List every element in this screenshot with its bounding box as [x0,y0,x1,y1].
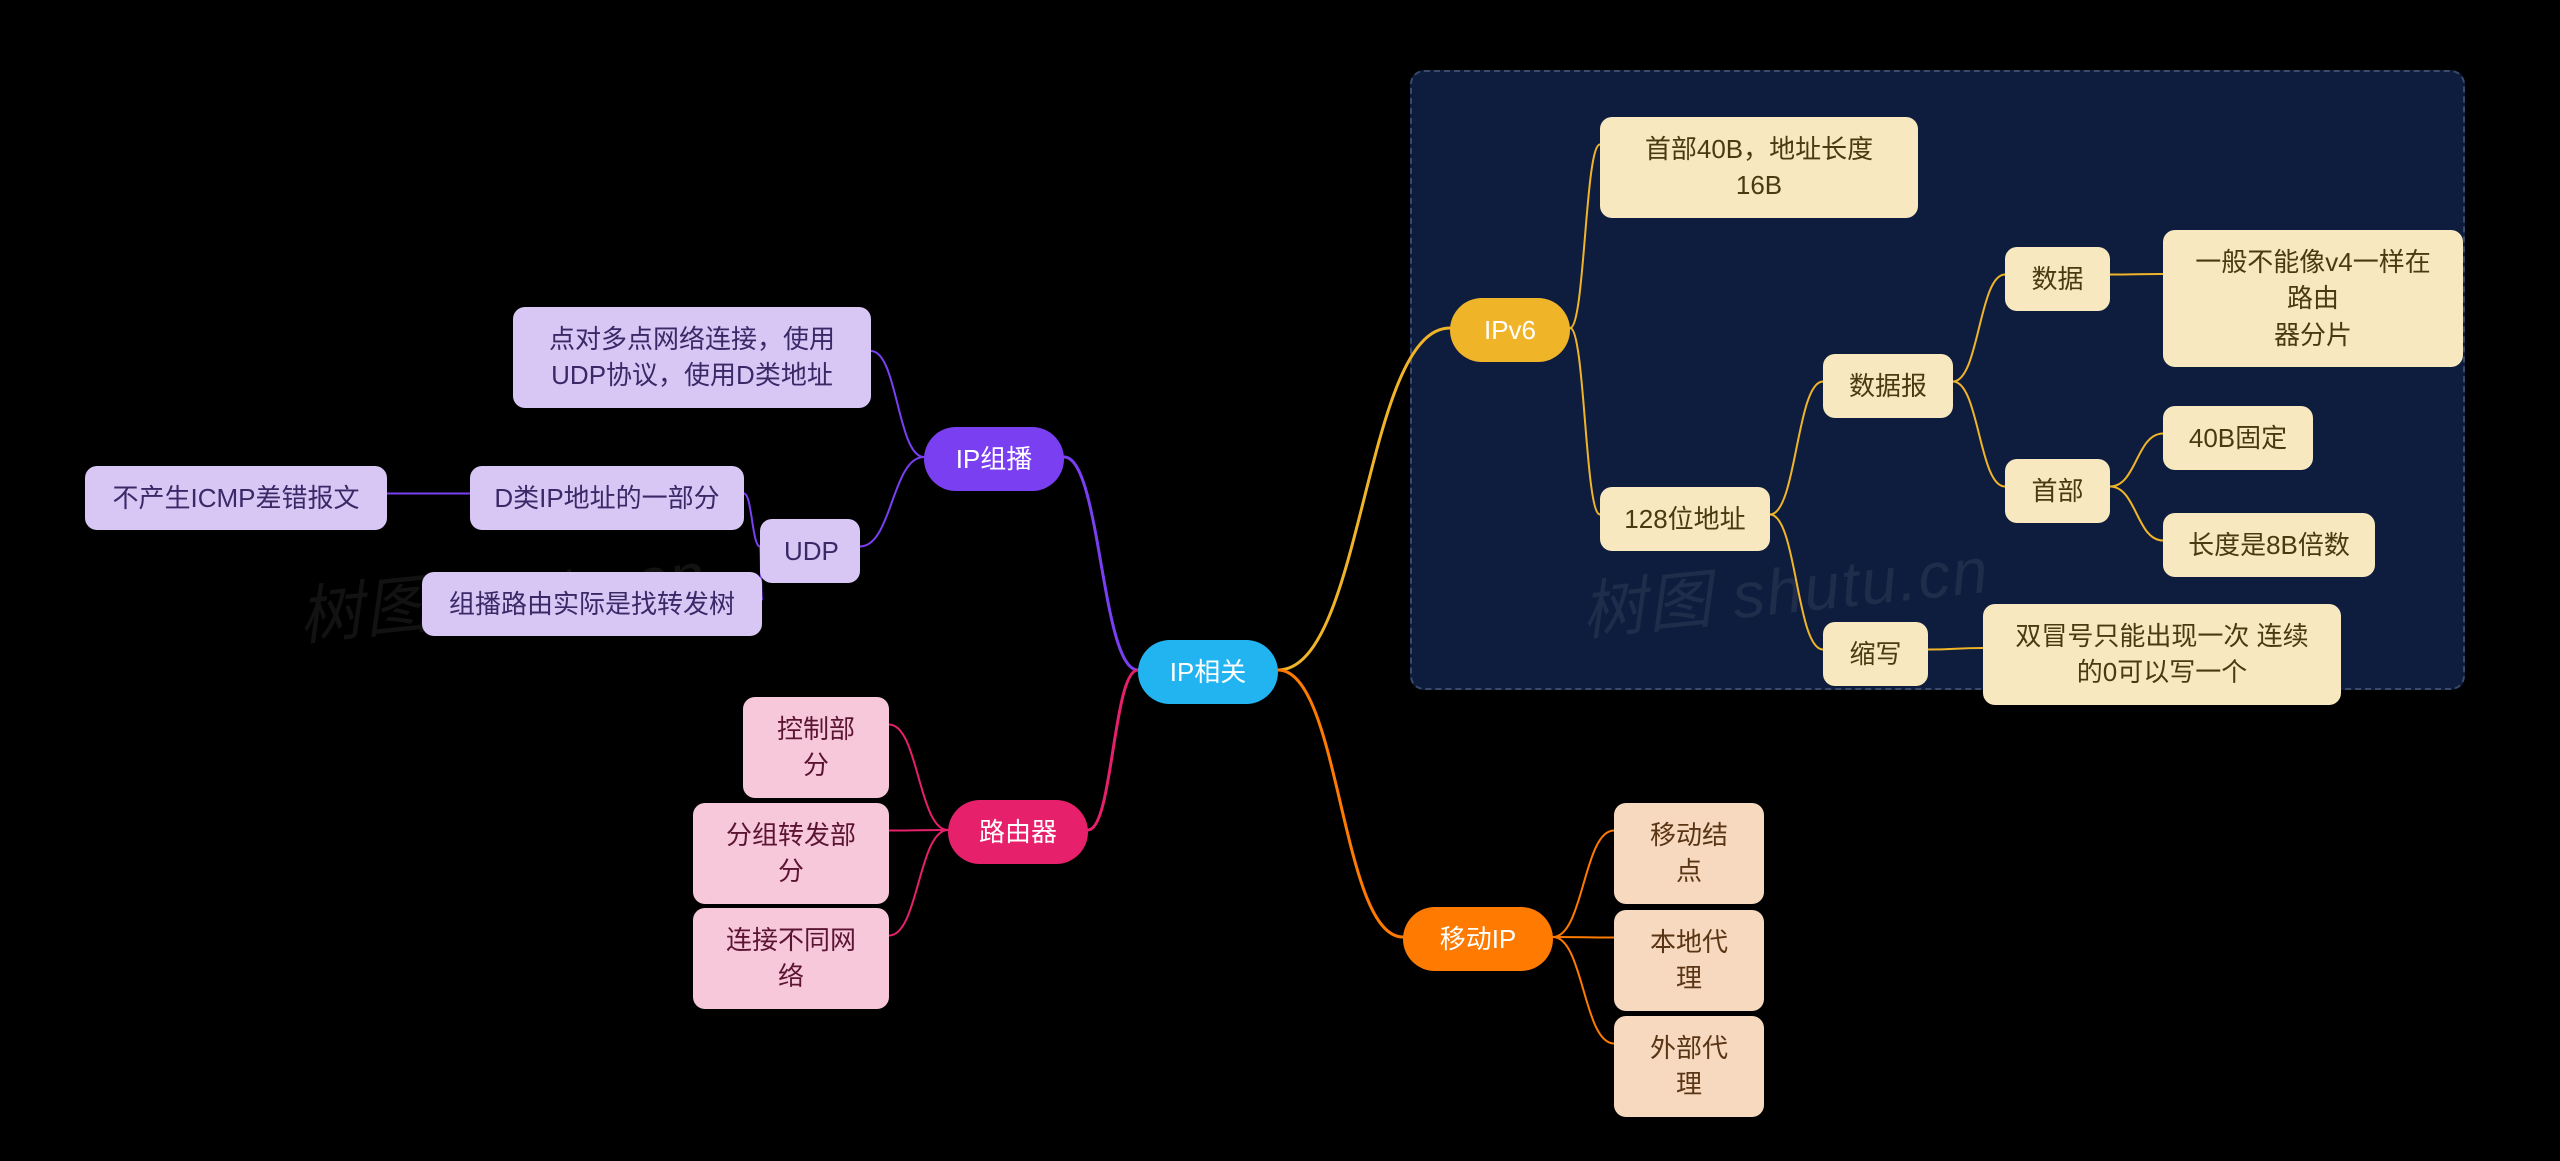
node-root[interactable]: IP相关 [1138,640,1278,704]
node-router[interactable]: 路由器 [948,800,1088,864]
node-mc_tree[interactable]: 组播路由实际是找转发树 [422,572,762,636]
edge-root-mobile [1278,670,1403,937]
node-v6_128[interactable]: 128位地址 [1600,487,1770,551]
node-abbrev[interactable]: 缩写 [1823,622,1928,686]
edge-root-router [1088,670,1138,830]
node-r_ctrl[interactable]: 控制部分 [743,697,889,798]
edge-router-r_connect [889,830,948,936]
edge-multicast-mc_p2mp [871,351,924,457]
edge-router-r_fwd [889,830,948,831]
node-mobile[interactable]: 移动IP [1403,907,1553,971]
node-udp[interactable]: UDP [760,519,860,583]
edge-root-multicast [1064,457,1138,670]
node-v6_header[interactable]: 首部40B，地址长度16B [1600,117,1918,218]
node-d_frag[interactable]: 一般不能像v4一样在路由 器分片 [2163,230,2463,367]
node-mc_p2mp[interactable]: 点对多点网络连接，使用 UDP协议，使用D类地址 [513,307,871,408]
edge-router-r_ctrl [889,725,948,831]
node-r_connect[interactable]: 连接不同网络 [693,908,889,1009]
node-ipv6[interactable]: IPv6 [1450,298,1570,362]
node-mob_node[interactable]: 移动结点 [1614,803,1764,904]
node-d_40b[interactable]: 40B固定 [2163,406,2313,470]
node-dgram[interactable]: 数据报 [1823,354,1953,418]
node-d_data[interactable]: 数据 [2005,247,2110,311]
node-noicmp[interactable]: 不产生ICMP差错报文 [85,466,387,530]
node-multicast[interactable]: IP组播 [924,427,1064,491]
edge-mobile-mob_ha [1553,937,1614,938]
node-mob_fa[interactable]: 外部代理 [1614,1016,1764,1117]
edge-multicast-udp [860,457,924,547]
edge-mobile-mob_node [1553,831,1614,938]
edge-mobile-mob_fa [1553,937,1614,1044]
node-dclass[interactable]: D类IP地址的一部分 [470,466,744,530]
node-d_8b[interactable]: 长度是8B倍数 [2163,513,2375,577]
node-abbrev_txt[interactable]: 双冒号只能出现一次 连续 的0可以写一个 [1983,604,2341,705]
node-r_fwd[interactable]: 分组转发部分 [693,803,889,904]
edge-udp-dclass [744,494,760,547]
node-mob_ha[interactable]: 本地代理 [1614,910,1764,1011]
node-d_head[interactable]: 首部 [2005,459,2110,523]
